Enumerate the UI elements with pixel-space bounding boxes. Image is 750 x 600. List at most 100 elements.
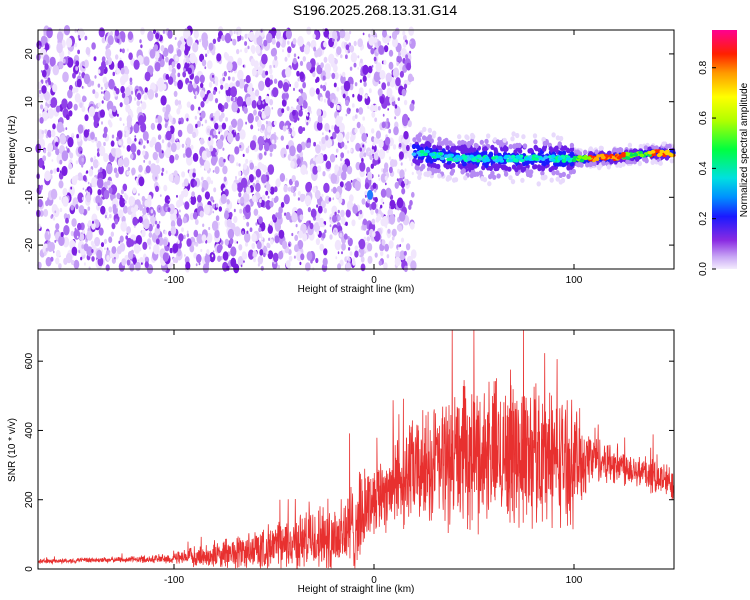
spectrogram-noise-speckle — [337, 209, 340, 214]
spectrogram-noise-speckle — [332, 64, 338, 73]
spectrogram-noise-speckle — [204, 66, 207, 70]
spectrogram-noise-speckle — [231, 76, 235, 82]
spectrogram-noise-speckle — [396, 197, 404, 209]
spectrogram-noise-speckle — [404, 168, 407, 172]
spectrogram-noise-speckle — [200, 248, 203, 253]
spectrogram-noise-speckle — [380, 198, 384, 203]
spectrogram-signal-halo — [500, 141, 505, 147]
spectrogram-noise-speckle — [284, 56, 288, 62]
spectrogram-noise-speckle — [322, 132, 324, 136]
spectrogram-noise-speckle — [181, 171, 186, 178]
spectrogram-noise-speckle — [296, 143, 303, 153]
spectrogram-noise-speckle — [225, 117, 229, 122]
spectrogram-noise-speckle — [212, 90, 216, 95]
spectrogram-noise-speckle — [194, 95, 197, 100]
spectrogram-signal-halo — [453, 177, 459, 183]
spectrogram-noise-speckle — [398, 51, 401, 57]
spectrogram-signal-halo — [464, 134, 469, 140]
spectrogram-noise-speckle — [231, 61, 238, 72]
spectrogram-signal-core — [452, 157, 458, 162]
spectrogram-noise-speckle — [405, 54, 408, 59]
spectrogram-noise-speckle — [292, 126, 295, 130]
spectrogram-noise-speckle — [79, 233, 85, 241]
spectrogram-noise-speckle — [139, 39, 142, 44]
spectrogram-noise-speckle — [387, 233, 391, 239]
spectrogram-noise-speckle — [108, 206, 113, 213]
spectrogram-noise-speckle — [323, 182, 330, 193]
spectrogram-noise-speckle — [330, 173, 338, 184]
spectrogram-noise-speckle — [341, 242, 346, 251]
spectrogram-signal-halo — [490, 144, 495, 150]
spectrogram-noise-speckle — [56, 122, 64, 133]
spectrogram-noise-speckle — [182, 71, 187, 78]
spectrogram-signal-halo — [551, 132, 556, 138]
spectrogram-noise-speckle — [186, 155, 193, 166]
spectrogram-noise-speckle — [281, 93, 286, 100]
spectrogram-signal-halo — [551, 170, 556, 176]
spectrogram-noise-speckle — [317, 205, 323, 214]
spectrogram-noise-speckle — [360, 46, 363, 51]
spectrogram-noise-speckle — [354, 128, 358, 134]
spectrogram-noise-speckle — [126, 129, 130, 135]
spectrogram-signal-halo — [669, 158, 674, 164]
spectrogram-noise-speckle — [202, 223, 205, 228]
spectrogram-noise-speckle — [70, 230, 75, 237]
y-tick-label: 400 — [24, 422, 35, 439]
spectrogram-noise-speckle — [271, 38, 276, 45]
spectrogram-noise-speckle — [78, 155, 85, 166]
spectrogram-noise-speckle — [243, 260, 245, 263]
spectrogram-noise-speckle — [320, 84, 323, 89]
spectrogram-noise-speckle — [184, 201, 190, 210]
spectrogram-noise-speckle — [97, 69, 101, 74]
spectrogram-noise-speckle — [47, 151, 51, 157]
spectrogram-noise-speckle — [255, 168, 262, 178]
spectrogram-noise-speckle — [201, 176, 204, 181]
spectrogram-noise-speckle — [305, 109, 307, 113]
spectrogram-noise-speckle — [171, 120, 174, 125]
spectrogram-noise-speckle — [324, 229, 327, 234]
spectrogram-noise-speckle — [214, 122, 219, 130]
spectrogram-noise-speckle — [143, 229, 146, 232]
spectrogram-noise-speckle — [403, 99, 408, 106]
spectrogram-noise-speckle — [378, 177, 381, 181]
spectrogram-noise-speckle — [121, 189, 124, 195]
spectrogram-noise-speckle — [340, 209, 345, 218]
spectrogram-noise-speckle — [302, 127, 306, 132]
spectrogram-noise-speckle — [129, 77, 133, 83]
spectrogram-noise-speckle — [375, 62, 382, 73]
spectrogram-noise-speckle — [313, 141, 316, 147]
spectrogram-noise-speckle — [223, 158, 226, 163]
spectrogram-signal-core — [625, 152, 630, 157]
spectrogram-noise-speckle — [245, 96, 252, 107]
spectrogram-noise-speckle — [248, 174, 254, 183]
spectrogram-signal-core — [425, 149, 430, 154]
spectrogram-noise-speckle — [90, 131, 95, 140]
spectrogram-noise-speckle — [90, 240, 94, 246]
spectrogram-noise-speckle — [258, 80, 265, 92]
spectrogram-noise-speckle — [312, 186, 317, 193]
spectrogram-noise-speckle — [235, 133, 240, 142]
spectrogram-noise-speckle — [392, 144, 397, 150]
spectrogram-noise-speckle — [165, 56, 169, 63]
spectrogram-signal-halo — [460, 140, 466, 146]
spectrogram-noise-speckle — [345, 133, 350, 141]
spectrogram-noise-speckle — [76, 235, 79, 239]
spectrogram-noise-speckle — [285, 260, 291, 269]
spectrogram-noise-speckle — [167, 207, 171, 213]
spectrogram-noise-speckle — [238, 163, 241, 167]
spectrogram-noise-speckle — [267, 250, 274, 260]
spectrogram-noise-speckle — [185, 57, 190, 64]
spectrogram-noise-speckle — [204, 191, 210, 200]
spectrogram-noise-speckle — [210, 196, 214, 202]
spectrogram-noise-speckle — [261, 194, 266, 202]
spectrogram-noise-speckle — [381, 82, 387, 90]
spectrogram-noise-speckle — [204, 254, 211, 264]
spectrogram-noise-speckle — [288, 255, 293, 262]
spectrogram-noise-speckle — [44, 129, 48, 134]
spectrogram-noise-speckle — [138, 193, 140, 196]
spectrogram-noise-speckle — [314, 189, 321, 200]
spectrogram-noise-speckle — [168, 230, 172, 237]
spectrogram-noise-speckle — [257, 100, 261, 106]
spectrogram-noise-speckle — [170, 211, 177, 223]
spectrogram-noise-speckle — [204, 45, 208, 51]
